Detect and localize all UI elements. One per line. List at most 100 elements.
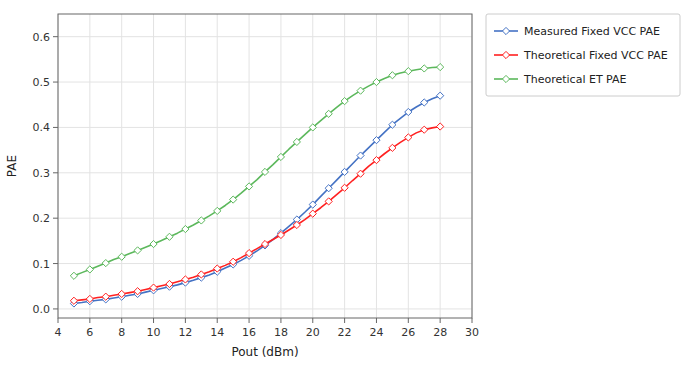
series-marker [341, 184, 348, 191]
series-marker [405, 108, 412, 115]
y-tick [53, 82, 58, 83]
x-grid-line [376, 14, 377, 318]
x-tick [408, 318, 409, 323]
x-tick [58, 318, 59, 323]
x-tick-label: 10 [147, 326, 161, 339]
x-tick [472, 318, 473, 323]
series-marker [198, 271, 205, 278]
series-marker [293, 221, 300, 228]
x-tick-label: 20 [306, 326, 320, 339]
series [70, 63, 443, 279]
series-marker [341, 168, 348, 175]
series-marker [277, 231, 284, 238]
series-marker [134, 247, 141, 254]
series-marker [325, 185, 332, 192]
series-marker [389, 121, 396, 128]
x-tick-label: 28 [433, 326, 447, 339]
series-marker [405, 134, 412, 141]
y-tick-label: 0.3 [33, 167, 51, 180]
series-marker [437, 92, 444, 99]
y-grid-line [58, 308, 472, 309]
legend-marker [502, 51, 509, 58]
y-tick [53, 308, 58, 309]
series-marker [357, 152, 364, 159]
series-marker [182, 276, 189, 283]
x-tick-label: 8 [118, 326, 125, 339]
series-marker [309, 210, 316, 217]
x-grid-line [440, 14, 441, 318]
series-marker [86, 295, 93, 302]
x-grid-line [408, 14, 409, 318]
legend: Measured Fixed VCC PAETheoretical Fixed … [486, 14, 680, 96]
series-marker [421, 126, 428, 133]
series-marker [118, 253, 125, 260]
series-marker [70, 297, 77, 304]
x-tick [280, 318, 281, 323]
legend-frame [486, 14, 680, 96]
series-marker [405, 68, 412, 75]
x-tick-label: 16 [242, 326, 256, 339]
series-marker [166, 280, 173, 287]
y-tick-label: 0.4 [33, 121, 51, 134]
x-tick [376, 318, 377, 323]
x-tick-label: 30 [465, 326, 479, 339]
legend-marker [502, 27, 509, 34]
x-tick [440, 318, 441, 323]
y-tick-label: 0.2 [33, 212, 51, 225]
y-tick [53, 127, 58, 128]
y-tick-label: 0.0 [33, 303, 51, 316]
series-marker [150, 240, 157, 247]
series-marker [389, 72, 396, 79]
x-tick [249, 318, 250, 323]
series-marker [214, 265, 221, 272]
legend-marker [502, 75, 509, 82]
series-marker [214, 207, 221, 214]
series-marker [118, 290, 125, 297]
series-marker [373, 157, 380, 164]
series-marker [261, 168, 268, 175]
series-marker [150, 284, 157, 291]
series-marker [261, 240, 268, 247]
legend-label: Theoretical ET PAE [523, 73, 627, 86]
legend-label: Measured Fixed VCC PAE [524, 25, 660, 38]
y-tick-label: 0.6 [33, 31, 51, 44]
y-grid-line [58, 82, 472, 83]
grid [58, 14, 472, 318]
x-grid-line [185, 14, 186, 318]
x-tick-label: 14 [210, 326, 224, 339]
y-axis-label: PAE [5, 155, 19, 177]
series-marker [245, 183, 252, 190]
x-tick [153, 318, 154, 323]
x-tick [89, 318, 90, 323]
series-marker [357, 170, 364, 177]
x-tick [312, 318, 313, 323]
series-marker [373, 78, 380, 85]
series-marker [325, 110, 332, 117]
x-grid-line [312, 14, 313, 318]
y-tick [53, 172, 58, 173]
y-tick [53, 263, 58, 264]
series-marker [182, 225, 189, 232]
series-line [74, 67, 440, 276]
x-grid-line [280, 14, 281, 318]
series-line [74, 127, 440, 301]
series-marker [230, 196, 237, 203]
x-tick-label: 4 [55, 326, 62, 339]
x-tick-label: 6 [86, 326, 93, 339]
x-grid-line [249, 14, 250, 318]
series-marker [357, 87, 364, 94]
chart: 46810121416182022242628300.00.10.20.30.4… [0, 0, 686, 365]
x-tick [344, 318, 345, 323]
series-marker [325, 198, 332, 205]
x-grid-line [344, 14, 345, 318]
series-marker [277, 153, 284, 160]
series-marker [437, 63, 444, 70]
series-marker [389, 144, 396, 151]
plot-frame [58, 14, 472, 318]
y-grid-line [58, 263, 472, 264]
y-grid-line [58, 127, 472, 128]
plot-background [58, 14, 472, 318]
series-marker [102, 293, 109, 300]
series-marker [166, 233, 173, 240]
series-marker [70, 272, 77, 279]
